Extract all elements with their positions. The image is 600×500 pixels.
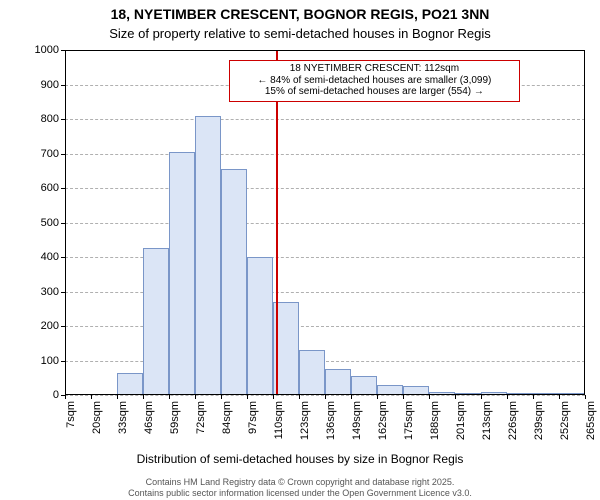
x-tick-label: 123sqm (299, 395, 311, 440)
annotation-line: ← 84% of semi-detached houses are smalle… (230, 75, 519, 87)
attribution-line: Contains HM Land Registry data © Crown c… (0, 477, 600, 487)
x-tick-label: 201sqm (455, 395, 467, 440)
chart-title: 18, NYETIMBER CRESCENT, BOGNOR REGIS, PO… (0, 6, 600, 22)
histogram-bar (169, 152, 195, 395)
histogram-bar (403, 386, 429, 395)
x-tick-label: 213sqm (481, 395, 493, 440)
y-tick-label: 400 (41, 251, 65, 263)
reference-line (276, 50, 278, 395)
gridline (65, 188, 585, 189)
gridline (65, 223, 585, 224)
chart-subtitle: Size of property relative to semi-detach… (0, 26, 600, 41)
y-tick-label: 500 (41, 217, 65, 229)
x-tick-label: 7sqm (65, 395, 77, 428)
histogram-bar (507, 393, 533, 395)
x-tick-label: 175sqm (403, 395, 415, 440)
attribution-line: Contains public sector information licen… (0, 488, 600, 498)
histogram-bar (455, 393, 481, 395)
histogram-bar (117, 373, 143, 395)
y-tick-label: 0 (53, 389, 65, 401)
x-tick-label: 149sqm (351, 395, 363, 440)
histogram-bar (247, 257, 273, 395)
x-tick-label: 239sqm (533, 395, 545, 440)
x-tick-label: 188sqm (429, 395, 441, 440)
histogram-bar (533, 393, 559, 395)
x-tick-label: 97sqm (247, 395, 259, 434)
annotation-box: 18 NYETIMBER CRESCENT: 112sqm← 84% of se… (229, 60, 520, 102)
x-tick-label: 20sqm (91, 395, 103, 434)
gridline (65, 154, 585, 155)
x-axis-label: Distribution of semi-detached houses by … (0, 452, 600, 466)
histogram-bar (143, 248, 169, 395)
x-tick-label: 59sqm (169, 395, 181, 434)
histogram-bar (559, 393, 585, 395)
y-tick-label: 200 (41, 320, 65, 332)
annotation-line: 18 NYETIMBER CRESCENT: 112sqm (230, 63, 519, 75)
x-tick-label: 226sqm (507, 395, 519, 440)
x-tick-label: 84sqm (221, 395, 233, 434)
y-tick-label: 1000 (35, 44, 65, 56)
histogram-bar (481, 392, 507, 395)
x-tick-label: 72sqm (195, 395, 207, 434)
histogram-bar (351, 376, 377, 395)
histogram-bar (377, 385, 403, 395)
gridline (65, 119, 585, 120)
y-tick-label: 100 (41, 355, 65, 367)
plot-area: 010020030040050060070080090010007sqm20sq… (65, 50, 585, 395)
y-tick-label: 700 (41, 148, 65, 160)
y-tick-label: 300 (41, 286, 65, 298)
chart-wrapper: 18, NYETIMBER CRESCENT, BOGNOR REGIS, PO… (0, 0, 600, 500)
histogram-bar (325, 369, 351, 395)
gridline (65, 50, 585, 51)
attribution-text: Contains HM Land Registry data © Crown c… (0, 477, 600, 498)
x-tick-label: 33sqm (117, 395, 129, 434)
x-tick-label: 265sqm (585, 395, 597, 440)
y-tick-label: 600 (41, 182, 65, 194)
x-tick-label: 252sqm (559, 395, 571, 440)
histogram-bar (221, 169, 247, 395)
y-tick-label: 800 (41, 113, 65, 125)
histogram-bar (299, 350, 325, 395)
x-tick-label: 162sqm (377, 395, 389, 440)
histogram-bar (195, 116, 221, 395)
x-tick-label: 46sqm (143, 395, 155, 434)
annotation-line: 15% of semi-detached houses are larger (… (230, 86, 519, 98)
x-tick-label: 110sqm (273, 395, 285, 439)
x-tick-label: 136sqm (325, 395, 337, 440)
y-tick-label: 900 (41, 79, 65, 91)
histogram-bar (429, 392, 455, 395)
